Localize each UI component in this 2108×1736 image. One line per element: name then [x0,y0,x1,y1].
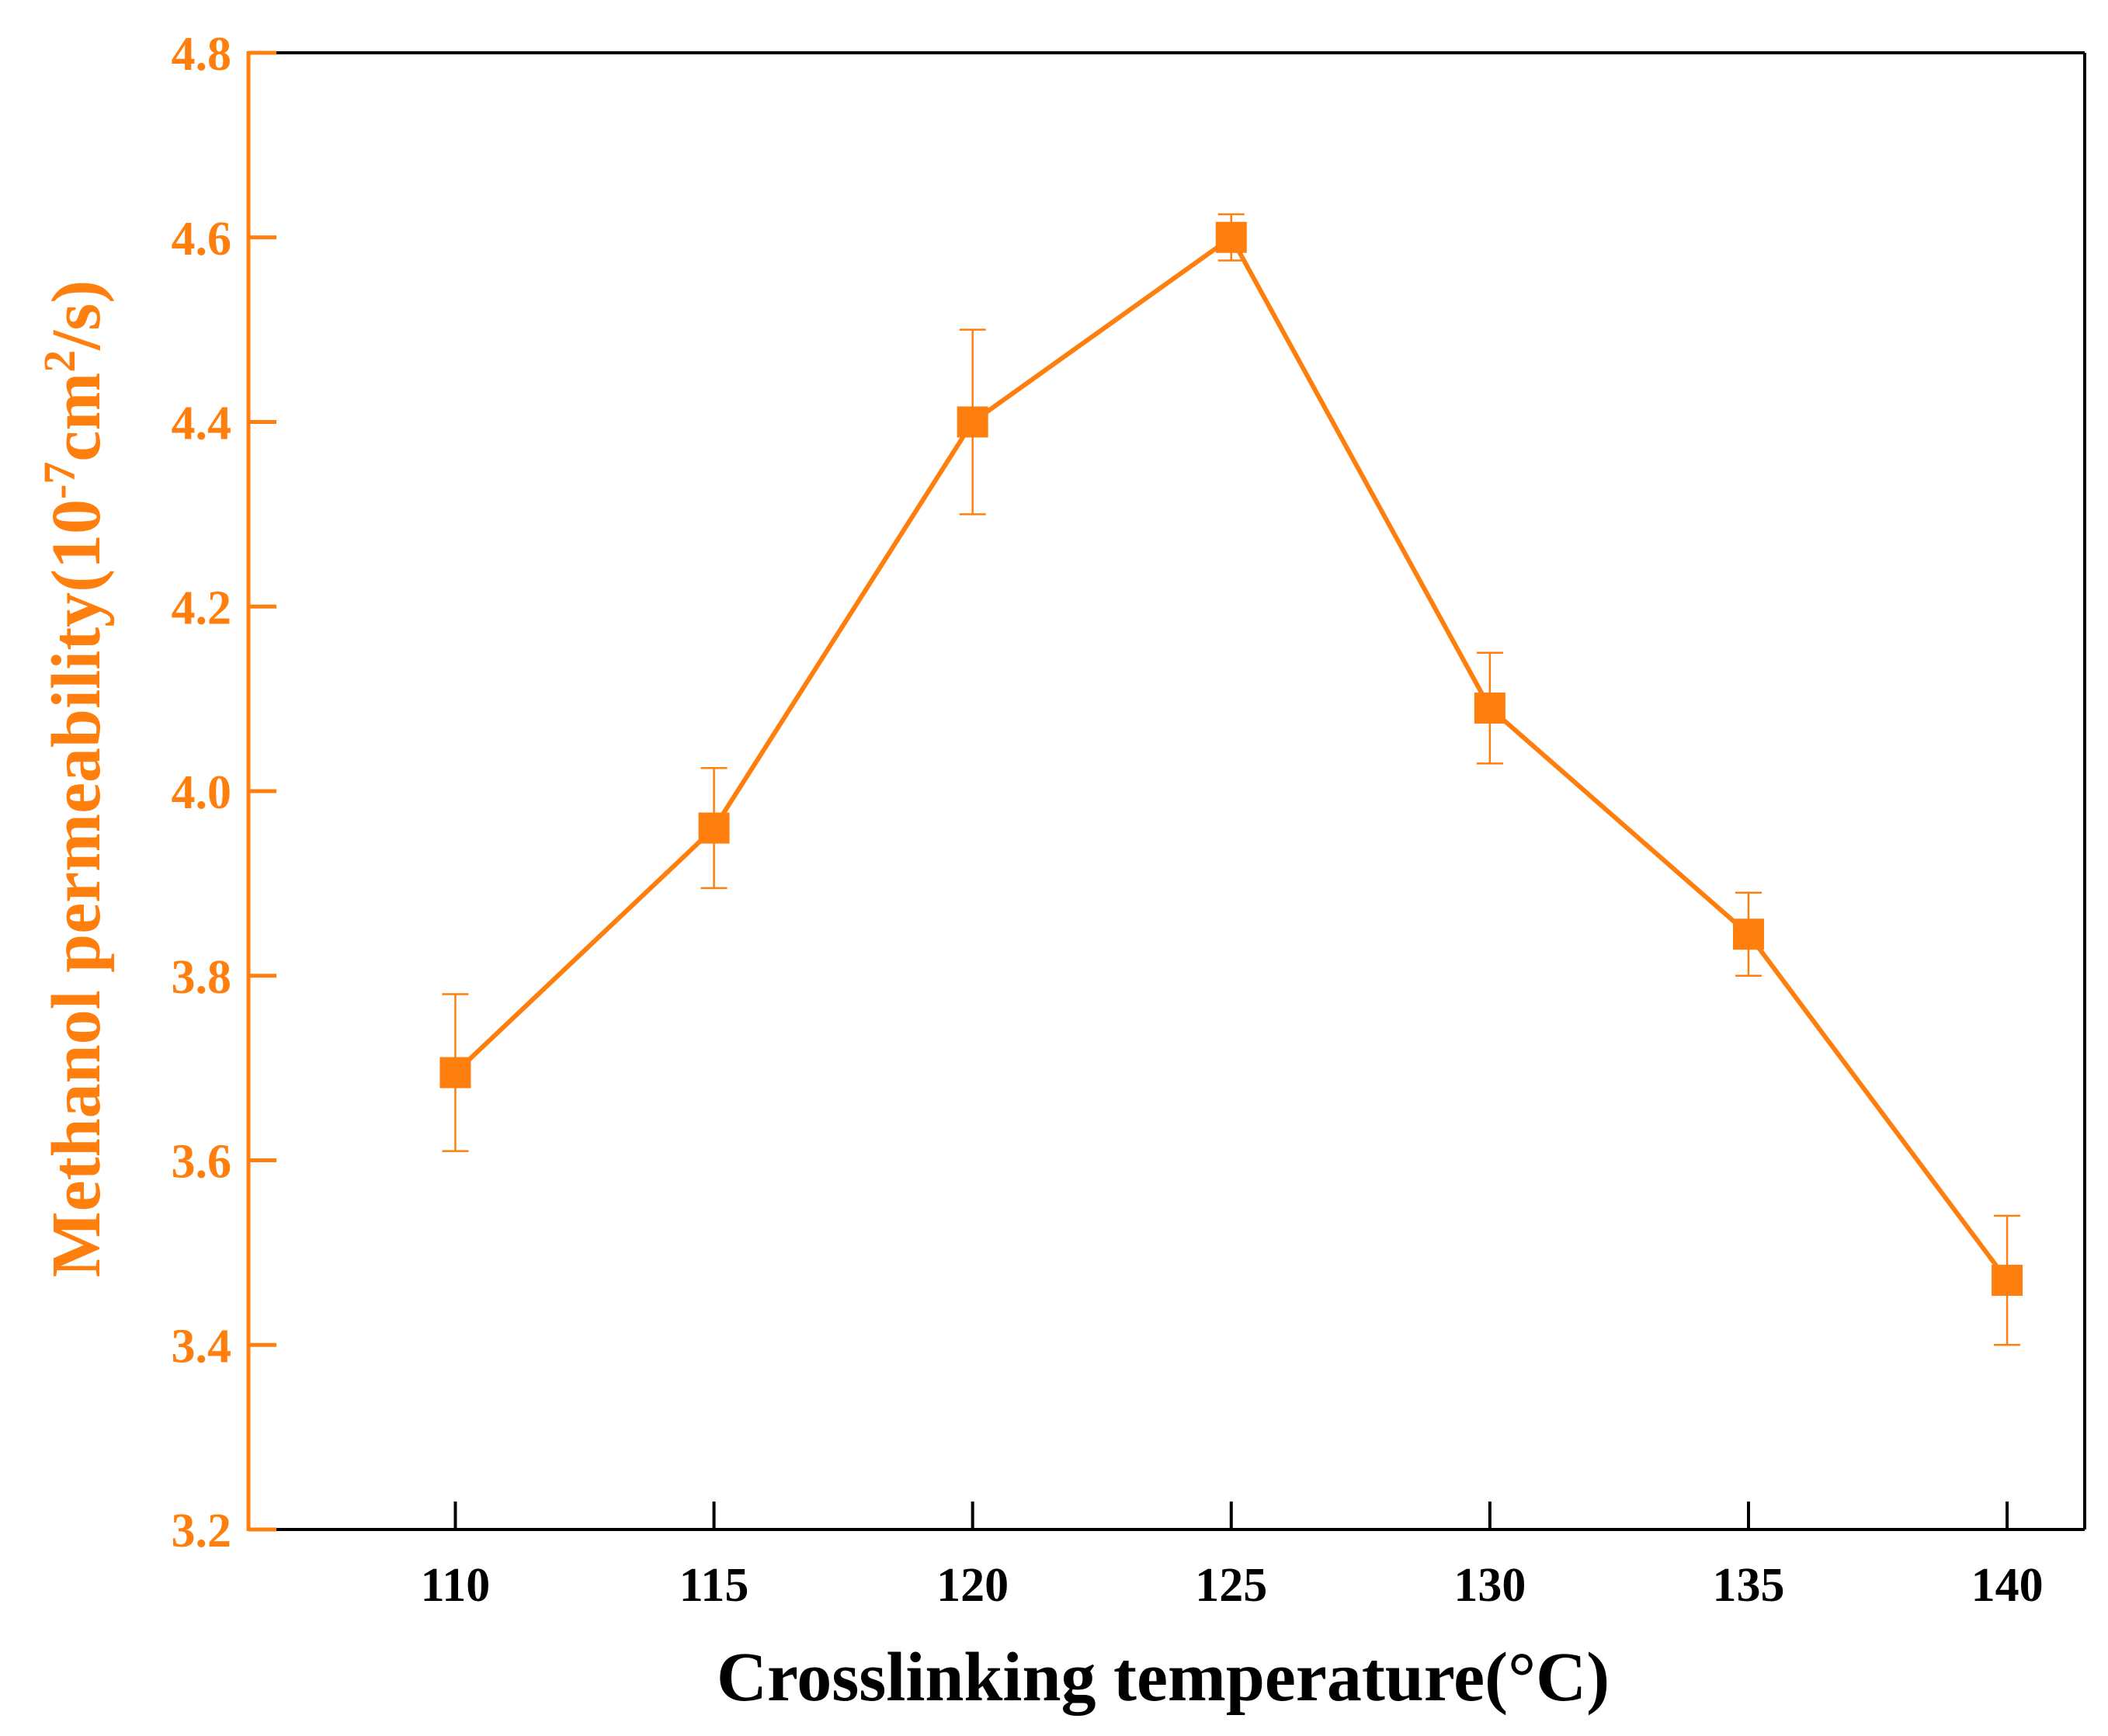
y-tick-label: 3.2 [172,1505,232,1557]
data-point-marker [1732,918,1764,950]
data-point-marker [439,1057,471,1088]
x-tick-label: 120 [936,1559,1009,1612]
y-axis: 3.2 3.4 3.6 3.8 4.0 4.2 4.4 4.6 4.8 [172,28,276,1557]
x-tick-label: 110 [421,1559,491,1612]
y-axis-title-mid: cm [38,373,115,462]
y-axis-title-exp1: -7 [34,462,85,499]
y-tick-label: 3.4 [172,1320,232,1373]
y-tick-label: 3.8 [172,951,232,1004]
y-axis-title-exp2: 2 [34,350,85,373]
data-point-marker [1992,1265,2023,1297]
y-tick-label: 3.6 [172,1136,232,1189]
x-tick-label: 125 [1195,1559,1267,1612]
y-tick-label: 4.8 [172,28,232,81]
plot-frame [246,51,2086,1531]
data-point-marker [698,812,730,844]
y-tick-label: 4.4 [172,398,232,450]
x-axis-title: Crosslinking temperature(°C) [717,1639,1610,1716]
x-axis: 110 115 120 125 130 135 140 [421,1502,2044,1612]
data-point-marker [1474,693,1505,724]
series-layer [439,213,2023,1346]
y-axis-title-prefix: Methanol permeability(10 [38,499,115,1277]
data-point-marker [1215,221,1247,253]
x-tick-label: 135 [1712,1559,1784,1612]
y-axis-title-suffix: /s) [38,280,115,351]
y-axis-title: Methanol permeability(10-7cm2/s) [34,280,115,1278]
y-tick-label: 4.2 [172,582,232,634]
series-line [453,234,2009,1282]
x-tick-label: 115 [679,1559,749,1612]
data-point-marker [957,406,988,438]
y-tick-label: 4.0 [172,766,232,819]
y-tick-label: 4.6 [172,213,232,266]
x-tick-label: 130 [1453,1559,1526,1612]
x-tick-label: 140 [1971,1559,2044,1612]
